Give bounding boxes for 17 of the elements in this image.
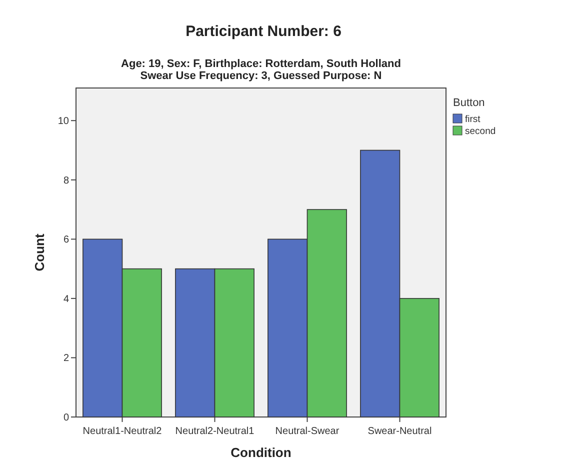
- x-tick-label: Swear-Neutral: [368, 426, 432, 437]
- legend-title: Button: [453, 97, 485, 109]
- y-tick-label: 6: [63, 234, 70, 246]
- y-tick-label: 0: [63, 412, 70, 424]
- chart-title: Participant Number: 6: [186, 23, 342, 40]
- legend-label: first: [465, 114, 481, 125]
- x-tick-label: Neutral-Swear: [275, 426, 340, 437]
- x-axis-title: Condition: [230, 445, 292, 460]
- y-tick-label: 4: [63, 294, 70, 305]
- chart-subtitle: Age: 19, Sex: F, Birthplace: Rotterdam, South Holland Swear Use Frequency: 3, Guessed Purpose: N: [121, 58, 401, 82]
- x-tick-label: Neutral1-Neutral2: [82, 426, 162, 437]
- legend-label: second: [465, 126, 496, 137]
- y-tick-label: 10: [58, 116, 70, 128]
- y-tick-label: 8: [63, 175, 70, 186]
- y-axis-title: Count: [32, 233, 47, 272]
- x-tick-label: Neutral2-Neutral1: [175, 426, 255, 437]
- y-tick-label: 2: [63, 353, 70, 364]
